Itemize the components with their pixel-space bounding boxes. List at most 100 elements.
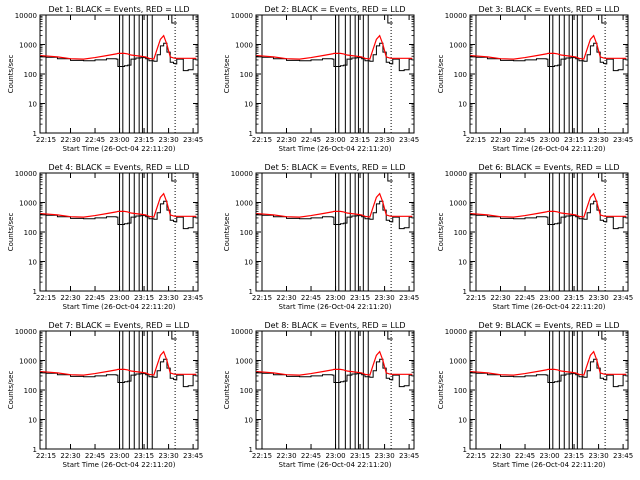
x-tick-label: 22:15 xyxy=(466,294,486,302)
y-axis-label: Counts/sec xyxy=(7,371,15,410)
series-events-line xyxy=(470,200,627,230)
y-tick-label: 100 xyxy=(24,229,37,237)
plot-frame xyxy=(255,330,415,450)
interval-bracket xyxy=(387,173,393,182)
y-tick-label: 10000 xyxy=(445,328,467,336)
interval-bracket xyxy=(171,331,177,340)
y-tick-label: 1000 xyxy=(235,200,253,208)
y-tick-label: 1000 xyxy=(19,42,37,50)
x-axis-label: Start Time (26-Oct-04 22:11:20) xyxy=(279,461,392,469)
y-tick-label: 10000 xyxy=(15,328,37,336)
x-tick-label: 22:15 xyxy=(252,294,272,302)
x-tick-label: 23:45 xyxy=(399,136,419,144)
series-events-line xyxy=(40,200,197,230)
x-tick-label: 23:45 xyxy=(183,452,203,460)
x-tick-label: 23:15 xyxy=(564,294,584,302)
series-events-line xyxy=(470,358,627,388)
x-tick-label: 23:30 xyxy=(374,294,394,302)
x-axis-label: Start Time (26-Oct-04 22:11:20) xyxy=(63,145,176,153)
interval-bracket xyxy=(601,331,607,340)
x-tick-label: 23:15 xyxy=(350,452,370,460)
panel-title: Det 2: BLACK = Events, RED = LLD xyxy=(265,5,406,14)
y-tick-label: 1000 xyxy=(449,42,467,50)
panel-title: Det 6: BLACK = Events, RED = LLD xyxy=(479,163,620,172)
x-tick-label: 23:30 xyxy=(158,136,178,144)
x-tick-label: 22:45 xyxy=(515,452,535,460)
x-tick-label: 23:45 xyxy=(399,452,419,460)
y-tick-label: 10 xyxy=(28,417,37,425)
series-events-line xyxy=(256,358,413,388)
interval-bracket xyxy=(171,15,177,24)
y-tick-label: 10000 xyxy=(231,12,253,20)
plot-frame xyxy=(255,172,415,292)
x-tick-label: 22:15 xyxy=(36,452,56,460)
x-tick-label: 23:15 xyxy=(134,294,154,302)
x-tick-label: 22:15 xyxy=(36,136,56,144)
x-tick-label: 22:30 xyxy=(60,136,80,144)
y-tick-label: 1000 xyxy=(19,200,37,208)
x-tick-label: 23:30 xyxy=(588,136,608,144)
x-tick-label: 23:00 xyxy=(325,136,345,144)
y-tick-label: 10000 xyxy=(445,12,467,20)
series-lld-line xyxy=(470,34,627,60)
y-tick-label: 100 xyxy=(240,229,253,237)
x-tick-label: 23:00 xyxy=(325,452,345,460)
plot-frame xyxy=(469,172,629,292)
plot-frame xyxy=(39,14,199,134)
interval-bracket xyxy=(171,173,177,182)
y-axis-label: Counts/sec xyxy=(437,55,445,94)
y-axis-label: Counts/sec xyxy=(7,55,15,94)
y-axis-label: Counts/sec xyxy=(437,371,445,410)
x-axis-label: Start Time (26-Oct-04 22:11:20) xyxy=(279,303,392,311)
y-axis-label: Counts/sec xyxy=(7,213,15,252)
x-tick-label: 23:00 xyxy=(109,452,129,460)
panel-title: Det 8: BLACK = Events, RED = LLD xyxy=(265,321,406,330)
x-axis-label: Start Time (26-Oct-04 22:11:20) xyxy=(493,145,606,153)
y-tick-label: 10 xyxy=(28,101,37,109)
y-tick-label: 10 xyxy=(458,101,467,109)
x-tick-label: 23:30 xyxy=(374,452,394,460)
y-tick-label: 100 xyxy=(24,387,37,395)
panel-det-6: 1 10 100 1000 10000 22:15 22:30 22:45 23:00 23:15… xyxy=(437,163,633,311)
x-tick-label: 22:15 xyxy=(466,452,486,460)
panel-title: Det 5: BLACK = Events, RED = LLD xyxy=(265,163,406,172)
y-tick-label: 100 xyxy=(454,229,467,237)
y-tick-label: 1 xyxy=(249,446,253,454)
y-tick-label: 1 xyxy=(33,130,37,138)
y-axis-label: Counts/sec xyxy=(223,55,231,94)
interval-bracket xyxy=(601,173,607,182)
y-tick-label: 100 xyxy=(454,387,467,395)
x-tick-label: 23:00 xyxy=(109,136,129,144)
panel-det-2: 1 10 100 1000 10000 22:15 22:30 22:45 23:00 23:15… xyxy=(223,5,419,153)
x-tick-label: 23:00 xyxy=(325,294,345,302)
y-tick-label: 10000 xyxy=(231,170,253,178)
x-tick-label: 23:30 xyxy=(588,452,608,460)
y-tick-label: 10000 xyxy=(15,12,37,20)
x-tick-label: 22:45 xyxy=(85,294,105,302)
y-tick-label: 1 xyxy=(463,288,467,296)
y-tick-label: 1 xyxy=(33,288,37,296)
x-axis-label: Start Time (26-Oct-04 22:11:20) xyxy=(63,303,176,311)
x-tick-label: 23:00 xyxy=(109,294,129,302)
y-tick-label: 10 xyxy=(244,101,253,109)
x-axis-label: Start Time (26-Oct-04 22:11:20) xyxy=(493,461,606,469)
panel-title: Det 1: BLACK = Events, RED = LLD xyxy=(49,5,190,14)
y-axis-label: Counts/sec xyxy=(437,213,445,252)
panel-det-1: 1 10 100 1000 10000 22:15 22:30 22:45 23:00 23:15… xyxy=(7,5,203,153)
x-tick-label: 23:45 xyxy=(613,136,633,144)
y-tick-label: 100 xyxy=(24,71,37,79)
y-tick-label: 10 xyxy=(458,259,467,267)
x-tick-label: 22:15 xyxy=(36,294,56,302)
panel-title: Det 9: BLACK = Events, RED = LLD xyxy=(479,321,620,330)
x-tick-label: 23:15 xyxy=(564,452,584,460)
panel-det-8: 1 10 100 1000 10000 22:15 22:30 22:45 23:00 23:15… xyxy=(223,321,419,469)
y-tick-label: 1000 xyxy=(19,358,37,366)
y-tick-label: 1 xyxy=(249,288,253,296)
series-events-line xyxy=(256,200,413,230)
x-tick-label: 22:45 xyxy=(515,136,535,144)
series-events-line xyxy=(470,42,627,72)
x-axis-label: Start Time (26-Oct-04 22:11:20) xyxy=(63,461,176,469)
panel-title: Det 4: BLACK = Events, RED = LLD xyxy=(49,163,190,172)
x-tick-label: 22:45 xyxy=(301,294,321,302)
